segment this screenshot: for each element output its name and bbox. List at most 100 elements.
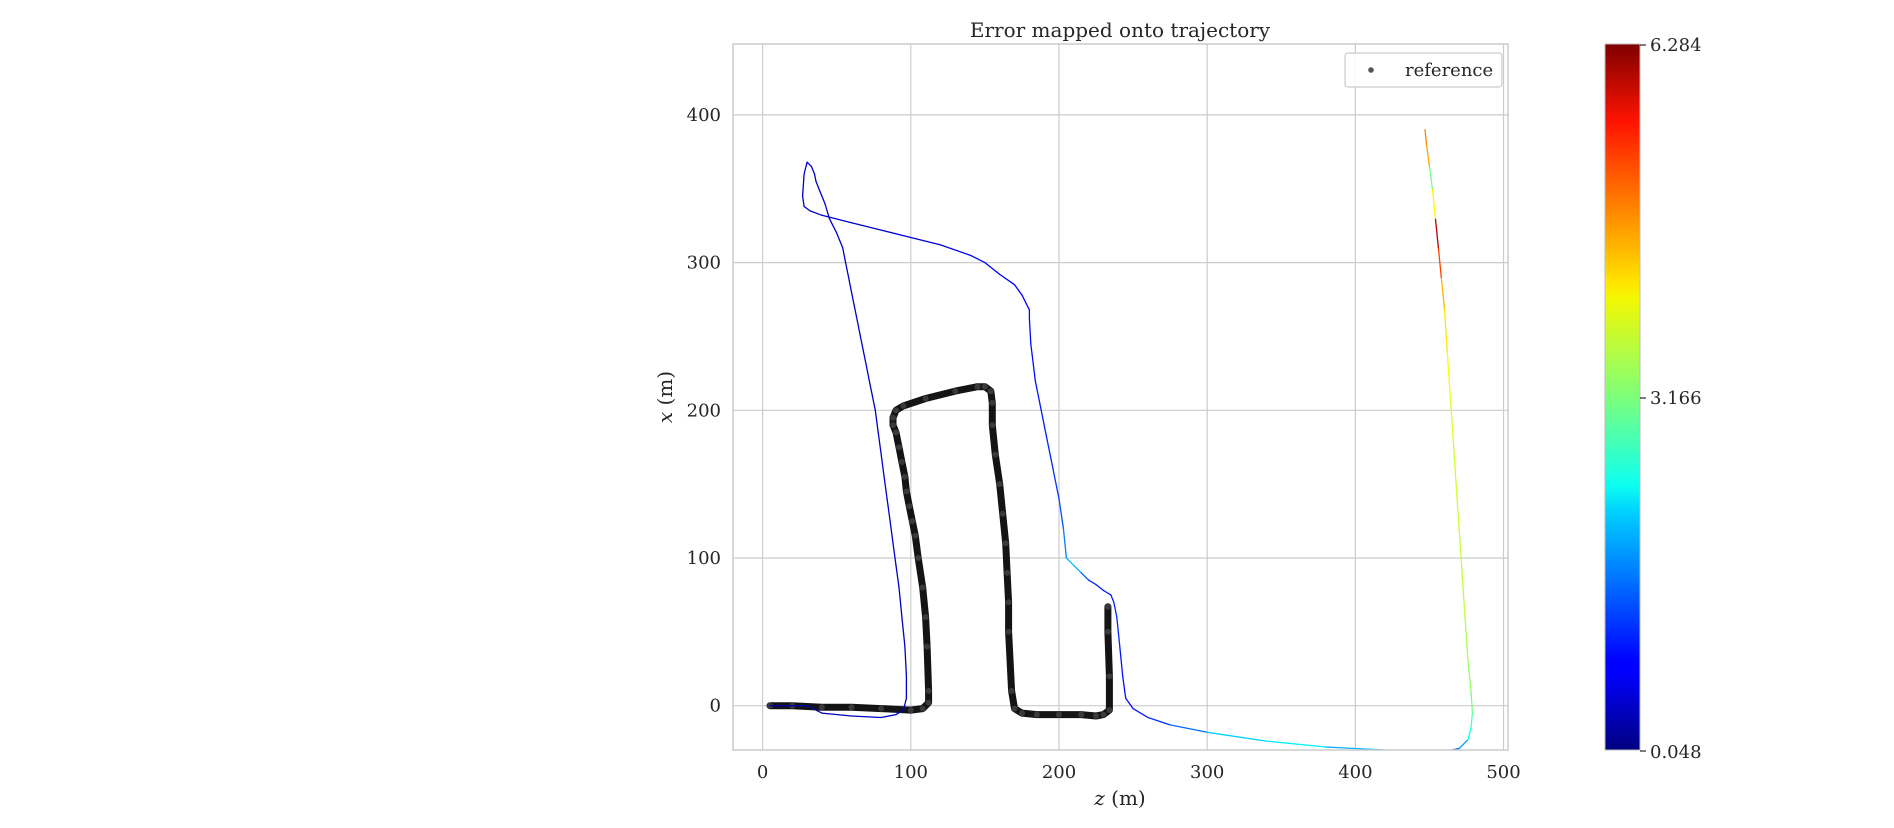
trajectory-segment (1446, 350, 1451, 397)
reference-point (989, 422, 996, 429)
trajectory-segment (801, 173, 805, 197)
trajectory-segment (1425, 143, 1431, 168)
x-tick-label: 200 (1042, 762, 1076, 783)
trajectory-segment (850, 291, 856, 308)
y-tick-label: 100 (687, 548, 721, 569)
trajectory-segment (856, 321, 862, 338)
trajectory-segment (880, 453, 885, 478)
reference-point (922, 614, 929, 621)
trajectory-segment (1125, 697, 1134, 710)
reference-point (901, 473, 908, 480)
x-axis-label: z (m) (1093, 786, 1145, 810)
reference-point (1004, 569, 1011, 576)
trajectory-segment (1467, 660, 1472, 692)
reference-point (1002, 540, 1009, 547)
trajectory-segment (810, 165, 816, 175)
trajectory-segment (895, 709, 905, 716)
plot-frame (732, 43, 1509, 751)
colorbar: 6.284 3.166 0.048 (1604, 35, 1702, 763)
y-axis-unit: (m) (653, 371, 677, 406)
reference-point (1100, 711, 1107, 718)
trajectory-segment (844, 261, 850, 279)
trajectory-segment (850, 715, 882, 719)
reference-point (999, 510, 1006, 517)
trajectory-segment (1458, 527, 1463, 574)
trajectory-segment (803, 205, 811, 212)
reference-point (912, 532, 919, 539)
reference-point (878, 705, 885, 712)
legend-label-reference: reference (1405, 60, 1493, 81)
reference-point (1078, 711, 1085, 718)
reference-point (996, 481, 1003, 488)
trajectory-segment (815, 180, 820, 190)
trajectory-segment (865, 365, 870, 382)
reference-point (907, 707, 914, 714)
trajectory-segment (801, 195, 805, 208)
trajectory-segment (859, 335, 865, 352)
trajectory-segment (809, 210, 823, 216)
trajectory-segment (902, 697, 908, 711)
trajectory-segment (1058, 498, 1065, 530)
trajectory-segment (1102, 589, 1112, 596)
trajectory-segment (1147, 716, 1171, 726)
colorbar-gradient (1604, 43, 1641, 751)
trajectory-segment (871, 394, 876, 411)
reference-point (915, 555, 922, 561)
reference-point (896, 444, 902, 451)
trajectory-segment (883, 476, 888, 500)
trajectory-segment (969, 254, 986, 264)
trajectory-segment (1028, 318, 1032, 345)
legend: reference (1344, 52, 1503, 88)
trajectory-segment (1452, 439, 1457, 485)
trajectory-segment (824, 202, 830, 219)
trajectory-segment (1021, 294, 1028, 305)
trajectory-segment (886, 498, 891, 522)
colorbar-label-mid: 3.166 (1650, 388, 1702, 409)
trajectory-segment (910, 236, 942, 246)
trajectory-segment (1206, 731, 1268, 742)
reference-point (1104, 628, 1111, 635)
trajectory-segment (1448, 747, 1460, 750)
trajectory-segment (898, 586, 903, 618)
reference-point (898, 459, 905, 465)
reference-point (925, 687, 932, 694)
trajectory-segment (880, 713, 897, 719)
reference-point (1033, 711, 1040, 718)
trajectory-segment (1034, 380, 1042, 411)
trajectory-segment (847, 276, 853, 293)
trajectory-segment (818, 188, 823, 197)
trajectory-segment (803, 161, 808, 175)
trajectory-segment (1062, 527, 1068, 559)
trajectory-segment (892, 542, 897, 567)
trajectory-segment (1080, 572, 1090, 581)
x-axis-unit: (m) (1111, 786, 1146, 810)
trajectory-segment (868, 380, 873, 397)
trajectory-segment (806, 705, 823, 714)
y-tick-label: 0 (710, 696, 721, 717)
x-axis-var: z (1093, 786, 1105, 810)
reference-point (992, 451, 999, 458)
trajectory-segment (1073, 564, 1082, 574)
reference-point (893, 407, 899, 414)
trajectory-segment (1428, 165, 1434, 190)
trajectory-segment (1132, 707, 1149, 719)
y-axis-var: x (653, 412, 677, 423)
trajectory-segment (842, 247, 847, 264)
trajectory-segment (813, 173, 817, 183)
trajectory-segment (939, 244, 971, 256)
trajectory-segment (1470, 712, 1474, 729)
trajectory-segment (821, 195, 826, 205)
trajectory-segment (853, 306, 859, 323)
reference-point (1056, 711, 1062, 718)
trajectory-segment (821, 214, 853, 224)
trajectory-segment (895, 564, 900, 589)
grid-lines (733, 44, 1508, 750)
reference-point (1106, 673, 1113, 680)
reference-point (1008, 687, 1015, 694)
colorbar-label-min: 0.048 (1650, 742, 1702, 763)
reference-point (952, 388, 959, 395)
trajectory-segment (1434, 217, 1440, 249)
trajectory-segment (1065, 557, 1075, 567)
